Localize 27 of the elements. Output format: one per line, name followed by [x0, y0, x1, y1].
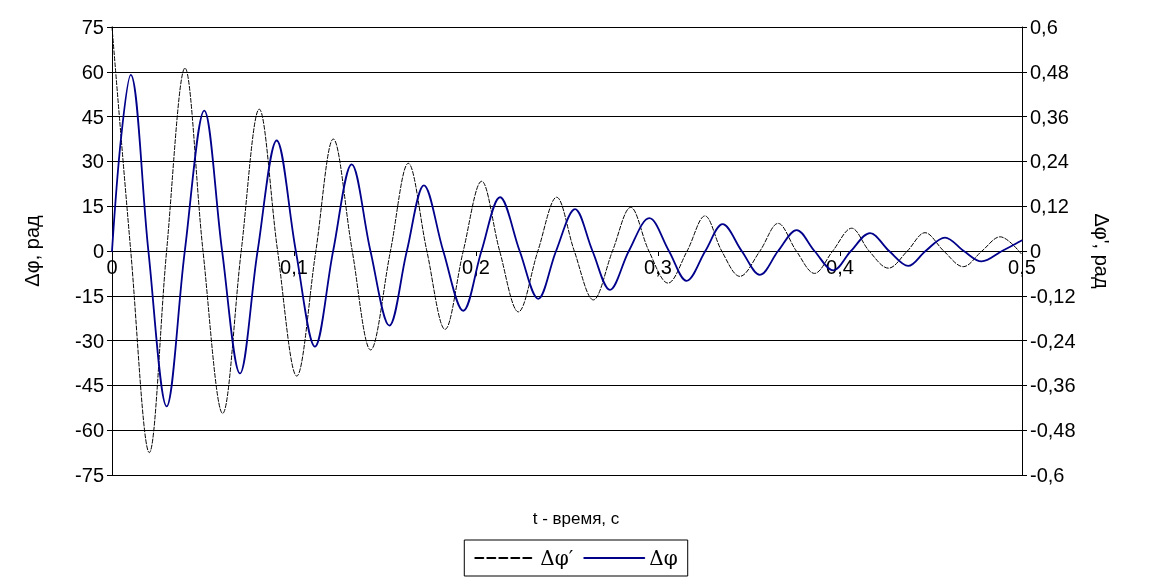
y2-tick-label: 0,36 — [1030, 105, 1069, 128]
y2-tick-label: 0,12 — [1030, 195, 1069, 218]
y-tick-label: -30 — [75, 329, 104, 352]
y2-axis-title: Δφ', рад — [1091, 213, 1113, 289]
y2-tick-label: -0,6 — [1030, 464, 1065, 486]
y2-tick-label: 0,6 — [1030, 16, 1058, 38]
y-tick-label: 30 — [81, 150, 104, 173]
y2-tick-label: -0,48 — [1030, 419, 1076, 442]
y-tick-label: 15 — [81, 195, 104, 218]
y2-tick-label: 0,24 — [1030, 150, 1069, 173]
y-tick-label: 45 — [81, 105, 104, 128]
y-axis-title: Δφ, рад — [21, 214, 43, 287]
y-tick-label: -75 — [75, 464, 104, 486]
y-tick-label: 60 — [81, 60, 104, 83]
legend-label: Δφ — [649, 546, 678, 570]
x-axis-title: t - время, с — [532, 509, 620, 528]
y2-tick-label: -0,12 — [1030, 284, 1076, 307]
legend-label: Δφ′ — [540, 546, 574, 570]
y-tick-label: 0 — [92, 240, 104, 262]
y-tick-label: -60 — [75, 419, 104, 442]
x-tick-label: 0,3 — [644, 256, 672, 278]
y-tick-label: -15 — [75, 284, 104, 307]
y2-tick-label: -0,24 — [1030, 329, 1076, 352]
y-tick-label: 75 — [81, 16, 104, 38]
y-tick-label: -45 — [75, 374, 104, 397]
y2-tick-label: -0,36 — [1030, 374, 1076, 397]
y2-tick-label: 0,48 — [1030, 60, 1069, 83]
